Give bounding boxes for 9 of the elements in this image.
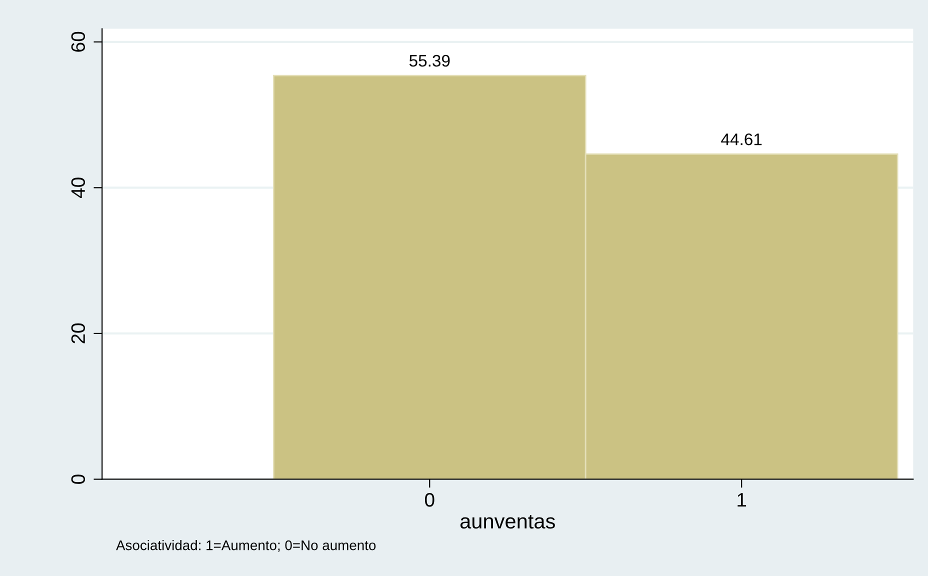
y-tick-label: 40 (71, 178, 86, 198)
x-axis-title: aunventas (460, 514, 555, 529)
y-tick-label: 60 (71, 32, 86, 52)
data-label: 55.39 (409, 54, 450, 67)
y-tick-label: 0 (71, 474, 86, 484)
data-label: 44.61 (721, 133, 762, 146)
text: Asociatividad: 1=Aumento; 0=No aumento (116, 540, 376, 552)
x-tick-label: 1 (738, 493, 746, 507)
y-tick-label: 20 (71, 323, 86, 344)
